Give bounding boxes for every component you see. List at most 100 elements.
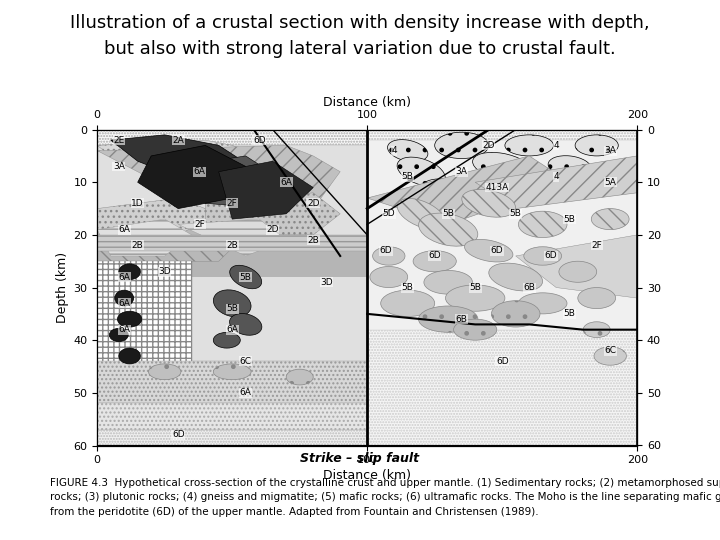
Text: 5D: 5D — [382, 210, 395, 218]
Ellipse shape — [109, 328, 128, 341]
Polygon shape — [516, 235, 637, 298]
Polygon shape — [205, 193, 341, 235]
Ellipse shape — [370, 267, 408, 287]
Ellipse shape — [213, 364, 251, 380]
Text: 5B: 5B — [240, 273, 251, 281]
Polygon shape — [111, 135, 259, 193]
Text: 6C: 6C — [604, 346, 616, 355]
Text: 2F: 2F — [591, 241, 602, 250]
Ellipse shape — [424, 271, 472, 294]
Text: 6A: 6A — [118, 325, 130, 334]
Ellipse shape — [524, 247, 562, 265]
Ellipse shape — [559, 261, 597, 282]
Ellipse shape — [397, 199, 445, 229]
Text: 6A: 6A — [118, 273, 130, 281]
Polygon shape — [97, 219, 192, 256]
Ellipse shape — [548, 156, 591, 177]
X-axis label: Distance (km): Distance (km) — [323, 96, 411, 109]
Polygon shape — [97, 130, 367, 446]
Text: 2E: 2E — [113, 136, 125, 145]
Text: 5B: 5B — [226, 304, 238, 313]
Polygon shape — [97, 261, 192, 367]
Text: 6A: 6A — [194, 167, 206, 176]
Y-axis label: Depth (km): Depth (km) — [56, 252, 69, 323]
Polygon shape — [367, 156, 570, 225]
Text: 6D: 6D — [490, 246, 503, 255]
Ellipse shape — [464, 239, 513, 262]
Text: 3A: 3A — [113, 162, 125, 171]
Polygon shape — [138, 145, 246, 208]
Polygon shape — [367, 329, 637, 445]
Ellipse shape — [117, 311, 142, 327]
Ellipse shape — [287, 369, 313, 385]
Polygon shape — [97, 251, 367, 277]
Ellipse shape — [381, 290, 435, 316]
Ellipse shape — [505, 135, 554, 156]
Text: 6C: 6C — [240, 357, 252, 366]
Text: 3D: 3D — [320, 278, 333, 287]
Text: 2B: 2B — [132, 241, 143, 250]
Ellipse shape — [594, 347, 626, 365]
Text: 5B: 5B — [442, 210, 454, 218]
Text: 3D: 3D — [158, 267, 171, 276]
Text: 2F: 2F — [227, 199, 238, 208]
Polygon shape — [97, 130, 367, 145]
Polygon shape — [97, 208, 246, 261]
Text: 2A: 2A — [172, 136, 184, 145]
Ellipse shape — [213, 290, 251, 317]
Polygon shape — [219, 161, 313, 219]
Polygon shape — [97, 198, 219, 235]
Ellipse shape — [578, 287, 616, 309]
Text: Strike – slip fault: Strike – slip fault — [300, 452, 420, 465]
Text: 6A: 6A — [118, 225, 130, 234]
X-axis label: Distance (km): Distance (km) — [323, 469, 411, 482]
Ellipse shape — [373, 247, 405, 265]
Ellipse shape — [119, 264, 140, 280]
Text: 5B: 5B — [402, 172, 413, 181]
Ellipse shape — [213, 332, 240, 348]
Text: 5B: 5B — [469, 283, 481, 292]
Text: 6D: 6D — [428, 252, 441, 260]
Ellipse shape — [230, 314, 262, 335]
Text: 6A: 6A — [240, 388, 251, 397]
Ellipse shape — [575, 135, 618, 156]
Ellipse shape — [148, 364, 181, 380]
Text: 5A: 5A — [604, 178, 616, 187]
Text: 6A: 6A — [118, 299, 130, 308]
Polygon shape — [475, 156, 637, 208]
Ellipse shape — [421, 179, 475, 207]
Ellipse shape — [591, 208, 629, 230]
Polygon shape — [97, 430, 367, 446]
Ellipse shape — [397, 157, 445, 186]
Ellipse shape — [454, 319, 497, 340]
Text: 6D: 6D — [172, 430, 184, 440]
Text: 2D: 2D — [482, 141, 495, 150]
Ellipse shape — [489, 263, 543, 291]
Polygon shape — [97, 403, 367, 430]
Ellipse shape — [518, 293, 567, 314]
Text: from the peridotite (6D) of the upper mantle. Adapted from Fountain and Christen: from the peridotite (6D) of the upper ma… — [50, 507, 539, 517]
Polygon shape — [179, 156, 287, 208]
Ellipse shape — [472, 152, 532, 180]
Polygon shape — [97, 145, 341, 219]
Text: 5B: 5B — [402, 283, 413, 292]
Ellipse shape — [505, 174, 554, 201]
Text: 6D: 6D — [379, 246, 392, 255]
Text: 4: 4 — [554, 172, 559, 181]
Text: 2D: 2D — [307, 199, 320, 208]
Ellipse shape — [518, 211, 567, 238]
Ellipse shape — [446, 285, 505, 311]
Text: 2B: 2B — [226, 241, 238, 250]
Text: rocks; (3) plutonic rocks; (4) gneiss and migmatite; (5) mafic rocks; (6) ultram: rocks; (3) plutonic rocks; (4) gneiss an… — [50, 492, 720, 503]
Text: FIGURE 4.3  Hypothetical cross-section of the crystalline crust and upper mantle: FIGURE 4.3 Hypothetical cross-section of… — [50, 478, 720, 488]
Ellipse shape — [418, 306, 478, 332]
Text: but also with strong lateral variation due to crustal fault.: but also with strong lateral variation d… — [104, 40, 616, 58]
Text: 2D: 2D — [266, 225, 279, 234]
Text: 6D: 6D — [496, 357, 508, 366]
Ellipse shape — [435, 132, 489, 159]
Ellipse shape — [230, 265, 261, 289]
Text: 6D: 6D — [253, 136, 266, 145]
Polygon shape — [367, 130, 637, 140]
Ellipse shape — [583, 322, 611, 338]
Text: Illustration of a crustal section with density increase with depth,: Illustration of a crustal section with d… — [70, 14, 650, 31]
